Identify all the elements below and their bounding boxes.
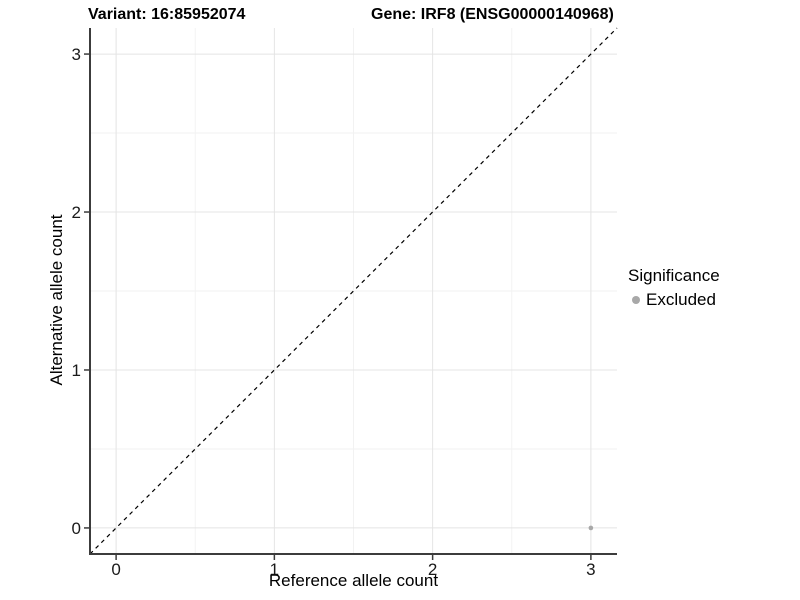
x-tick-label: 3 <box>586 560 595 579</box>
legend-item-label: Excluded <box>646 290 716 309</box>
legend-item-excluded: Excluded <box>628 290 720 310</box>
y-tick-label: 2 <box>72 203 81 222</box>
legend-title: Significance <box>628 266 720 285</box>
legend: Significance Excluded <box>628 266 720 310</box>
y-axis-label: Alternative allele count <box>47 214 66 386</box>
excluded-point-icon <box>632 296 640 304</box>
y-tick-label: 3 <box>72 45 81 64</box>
x-tick-label: 1 <box>270 560 279 579</box>
y-tick-label: 0 <box>72 519 81 538</box>
data-point <box>588 525 594 531</box>
variant-title: Variant: 16:85952074 <box>88 6 246 23</box>
gene-title: Gene: IRF8 (ENSG00000140968) <box>371 6 614 23</box>
x-tick-label: 2 <box>428 560 437 579</box>
x-tick-label: 0 <box>111 560 120 579</box>
x-axis-label: Reference allele count <box>268 571 439 590</box>
y-tick-label: 1 <box>72 361 81 380</box>
